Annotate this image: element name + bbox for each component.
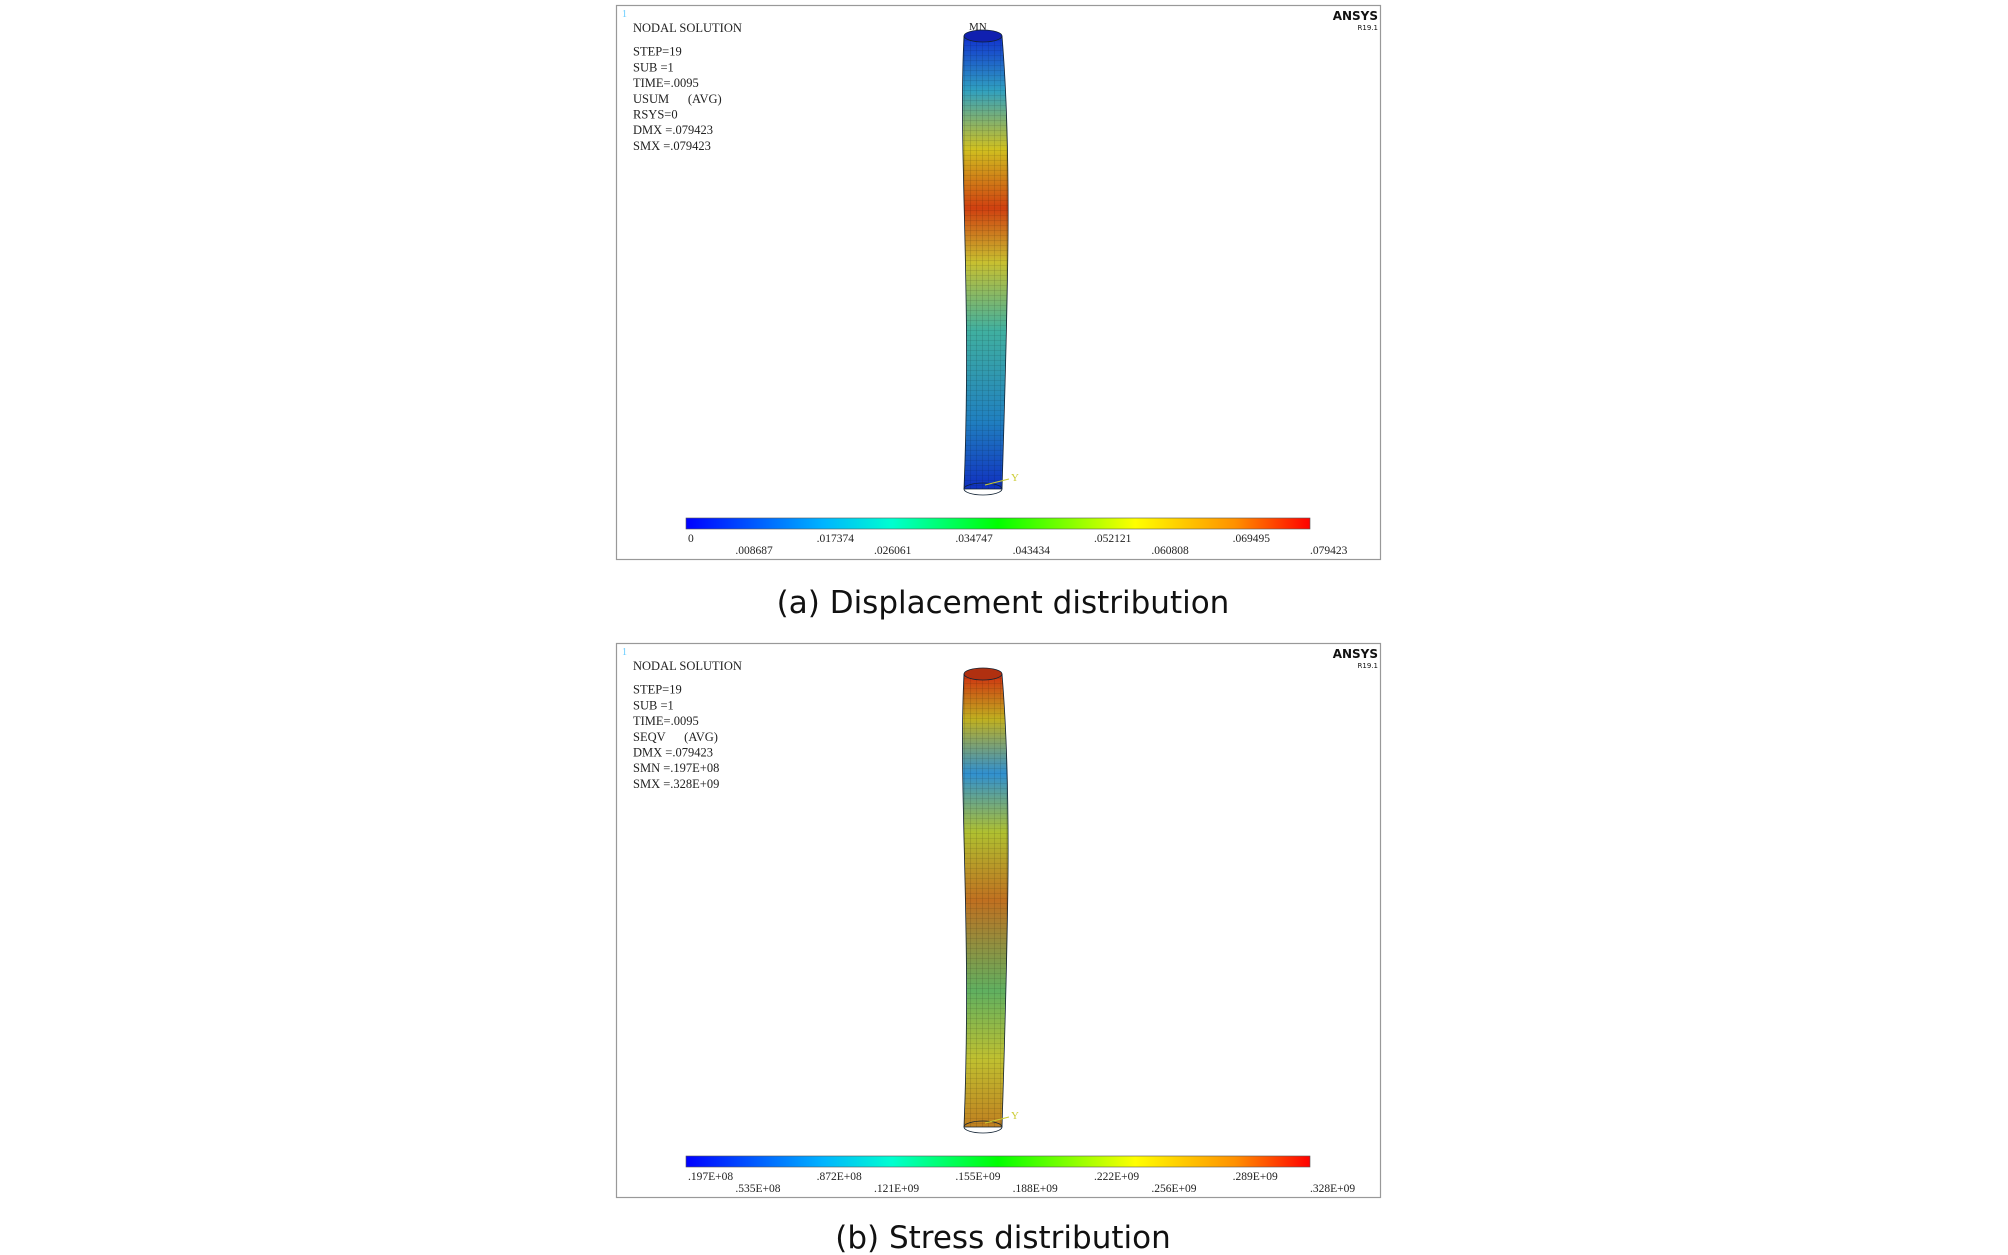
info-line: DMX =.079423 [633,123,713,137]
info-line: TIME=.0095 [633,714,699,728]
window-number: 1 [622,9,627,20]
scale-label: .328E+09 [1310,1183,1355,1195]
info-line: USUM (AVG) [633,92,722,106]
caption: (a) Displacement distribution [777,585,1230,621]
info-line: SUB =1 [633,60,674,74]
info-line: NODAL SOLUTION [633,659,742,673]
info-line: STEP=19 [633,683,682,697]
tube-top [963,29,1003,43]
ansys-version: R19.1 [1358,24,1378,32]
axis-label: Y [1011,472,1019,484]
colorbar [685,1155,1311,1168]
scale-label: .121E+09 [874,1183,919,1195]
scale-label: .052121 [1094,533,1132,545]
scale-label: .188E+09 [1013,1183,1058,1195]
scale-label: .289E+09 [1233,1171,1278,1183]
info-line: SMN =.197E+08 [633,761,719,775]
scale-label: .079423 [1310,545,1348,557]
min-marker: MN [969,21,987,33]
scale-label: 0 [688,533,694,545]
info-line: DMX =.079423 [633,746,713,760]
ansys-logo: ANSYS [1333,647,1378,661]
info-line: TIME=.0095 [633,76,699,90]
scale-label: .043434 [1013,545,1051,557]
info-line: SUB =1 [633,698,674,712]
scale-label: .060808 [1151,545,1189,557]
axis-y-line [984,1116,1010,1124]
scale-label: .069495 [1233,533,1271,545]
axis-label: Y [1011,1110,1019,1122]
info-line: SEQV (AVG) [633,730,718,744]
ansys-logo: ANSYS [1333,9,1378,23]
info-line: SMX =.328E+09 [633,777,719,791]
window-number: 1 [622,647,627,658]
scale-label: .256E+09 [1151,1183,1196,1195]
scale-label: .017374 [817,533,855,545]
tube-mesh [962,674,1009,1127]
colorbar [685,517,1311,530]
tube-top [963,667,1003,681]
tube-bottom [963,1120,1003,1134]
scale-label: .034747 [955,533,993,545]
scale-label: .535E+08 [735,1183,780,1195]
info-line: STEP=19 [633,45,682,59]
scale-label: .197E+08 [688,1171,733,1183]
scale-label: .222E+09 [1094,1171,1139,1183]
tube-mesh [962,36,1009,489]
info-line: NODAL SOLUTION [633,21,742,35]
scale-label: .008687 [735,545,773,557]
scale-label: .872E+08 [817,1171,862,1183]
caption: (b) Stress distribution [835,1220,1171,1255]
info-line: SMX =.079423 [633,139,711,153]
scale-label: .026061 [874,545,912,557]
axis-y-line [984,478,1010,486]
scale-label: .155E+09 [955,1171,1000,1183]
tube-bottom [963,482,1003,496]
info-line: RSYS=0 [633,108,678,122]
ansys-version: R19.1 [1358,662,1378,670]
